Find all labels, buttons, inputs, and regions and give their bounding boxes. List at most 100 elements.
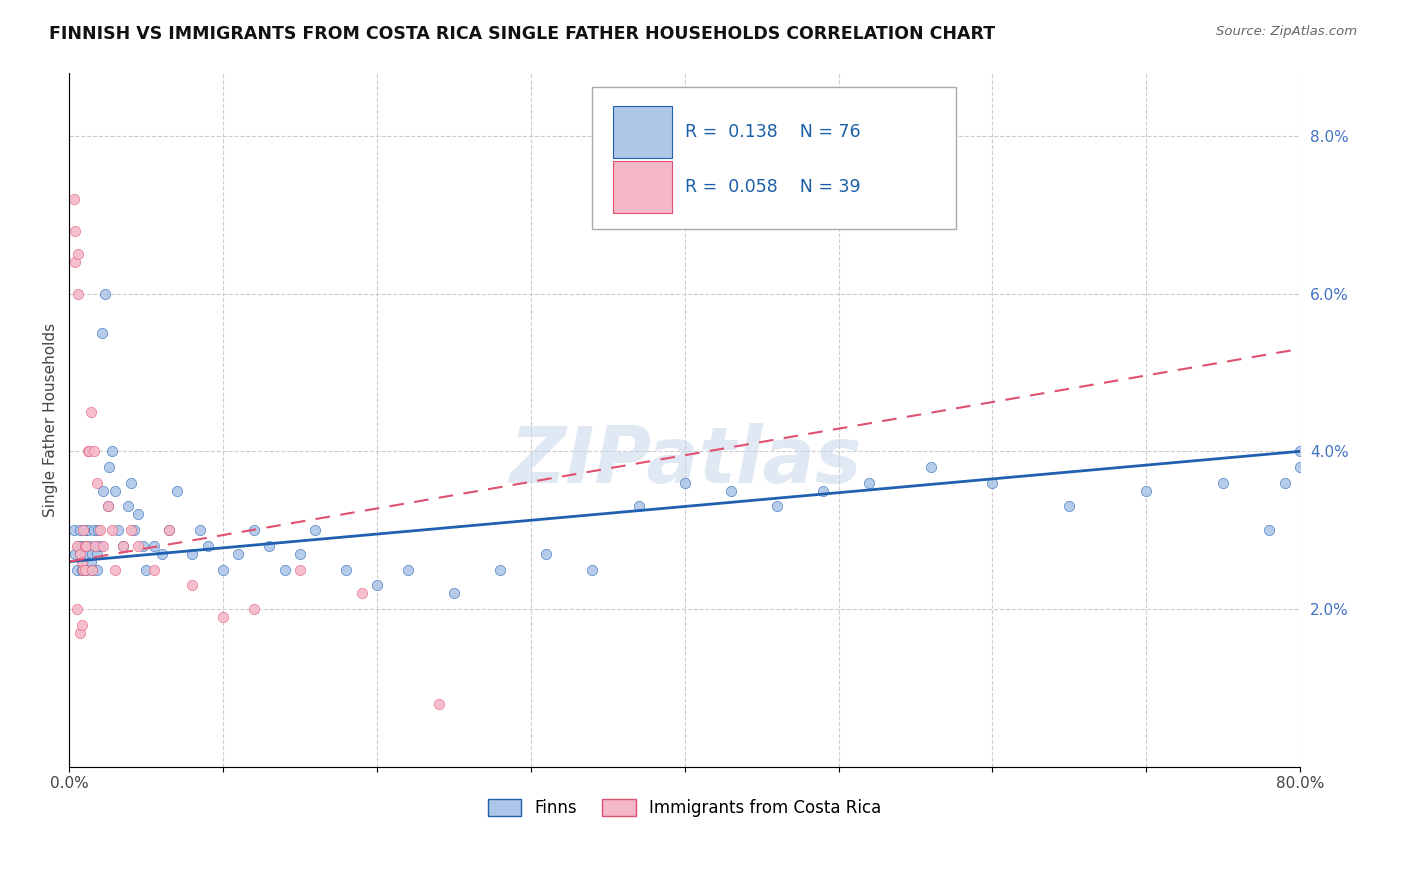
Point bbox=[73, 523, 96, 537]
Point bbox=[82, 562, 104, 576]
Point bbox=[70, 555, 93, 569]
Point bbox=[66, 562, 89, 576]
Point bbox=[920, 460, 942, 475]
Point bbox=[142, 562, 165, 576]
Point bbox=[1274, 475, 1296, 490]
Point bbox=[228, 547, 250, 561]
Point bbox=[127, 508, 149, 522]
Point bbox=[104, 483, 127, 498]
Point bbox=[273, 562, 295, 576]
Point bbox=[1289, 460, 1312, 475]
Point bbox=[73, 547, 96, 561]
Point bbox=[89, 523, 111, 537]
Point bbox=[157, 523, 180, 537]
Point bbox=[427, 697, 450, 711]
Point bbox=[396, 562, 419, 576]
Point bbox=[83, 523, 105, 537]
Point bbox=[84, 539, 107, 553]
Point bbox=[536, 547, 558, 561]
Point bbox=[66, 602, 89, 616]
Point bbox=[122, 523, 145, 537]
Point bbox=[1212, 475, 1234, 490]
Point bbox=[77, 444, 100, 458]
Point bbox=[69, 625, 91, 640]
Point bbox=[188, 523, 211, 537]
Point bbox=[91, 539, 114, 553]
Point bbox=[73, 539, 96, 553]
Point bbox=[112, 539, 135, 553]
Legend: Finns, Immigrants from Costa Rica: Finns, Immigrants from Costa Rica bbox=[481, 793, 889, 824]
Point bbox=[65, 224, 87, 238]
Point bbox=[72, 562, 94, 576]
Point bbox=[65, 255, 87, 269]
FancyBboxPatch shape bbox=[592, 87, 956, 229]
Text: R =  0.138    N = 76: R = 0.138 N = 76 bbox=[685, 123, 860, 141]
Point bbox=[112, 539, 135, 553]
Point bbox=[212, 609, 235, 624]
Point bbox=[66, 539, 89, 553]
Point bbox=[63, 523, 86, 537]
Point bbox=[82, 547, 104, 561]
Point bbox=[91, 483, 114, 498]
Point bbox=[107, 523, 129, 537]
Point bbox=[69, 547, 91, 561]
Point bbox=[97, 500, 120, 514]
Point bbox=[120, 475, 142, 490]
Point bbox=[83, 444, 105, 458]
Text: FINNISH VS IMMIGRANTS FROM COSTA RICA SINGLE FATHER HOUSEHOLDS CORRELATION CHART: FINNISH VS IMMIGRANTS FROM COSTA RICA SI… bbox=[49, 25, 995, 43]
Point bbox=[166, 483, 188, 498]
Point bbox=[63, 192, 86, 206]
Point bbox=[243, 523, 266, 537]
Point bbox=[443, 586, 465, 600]
Point bbox=[1135, 483, 1157, 498]
Point bbox=[288, 562, 311, 576]
Point bbox=[98, 460, 121, 475]
Point bbox=[181, 578, 204, 592]
Point bbox=[120, 523, 142, 537]
Text: Source: ZipAtlas.com: Source: ZipAtlas.com bbox=[1216, 25, 1357, 38]
Point bbox=[766, 500, 789, 514]
Point bbox=[981, 475, 1004, 490]
Point bbox=[101, 444, 124, 458]
Point bbox=[181, 547, 204, 561]
Point bbox=[135, 562, 157, 576]
Point bbox=[243, 602, 266, 616]
Point bbox=[720, 483, 742, 498]
Point bbox=[142, 539, 165, 553]
Point bbox=[259, 539, 281, 553]
Point bbox=[80, 405, 103, 419]
Point bbox=[75, 539, 97, 553]
Point bbox=[76, 523, 98, 537]
Point bbox=[101, 523, 124, 537]
Point bbox=[87, 523, 110, 537]
Point bbox=[132, 539, 155, 553]
Point bbox=[1059, 500, 1081, 514]
Point bbox=[75, 562, 97, 576]
Point bbox=[65, 547, 87, 561]
Text: ZIPatlas: ZIPatlas bbox=[509, 424, 860, 500]
FancyBboxPatch shape bbox=[613, 106, 672, 158]
Point bbox=[97, 500, 120, 514]
Point bbox=[80, 555, 103, 569]
Point bbox=[304, 523, 326, 537]
Point bbox=[73, 562, 96, 576]
Point bbox=[70, 562, 93, 576]
Point bbox=[197, 539, 219, 553]
Point bbox=[72, 523, 94, 537]
Point bbox=[86, 475, 108, 490]
Point bbox=[82, 562, 104, 576]
Point bbox=[70, 539, 93, 553]
Point bbox=[76, 444, 98, 458]
FancyBboxPatch shape bbox=[613, 161, 672, 213]
Point bbox=[813, 483, 835, 498]
Point bbox=[627, 500, 650, 514]
Point bbox=[350, 586, 373, 600]
Point bbox=[1289, 444, 1312, 458]
Point bbox=[104, 562, 127, 576]
Point bbox=[86, 547, 108, 561]
Point bbox=[86, 562, 108, 576]
Point bbox=[72, 555, 94, 569]
Point bbox=[127, 539, 149, 553]
Point bbox=[673, 475, 696, 490]
Point bbox=[67, 539, 90, 553]
